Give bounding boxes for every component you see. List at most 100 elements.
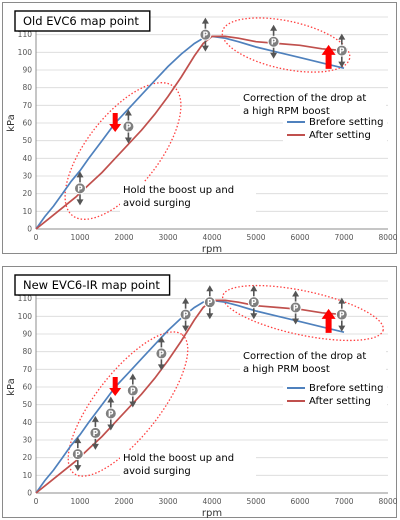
adjust-arrow-shaft [112, 377, 118, 388]
up-arrowhead-icon [201, 17, 209, 24]
arrow-down-icon [109, 388, 122, 396]
adjust-arrow-up-1 [321, 308, 336, 333]
map-point-label: P [251, 298, 257, 307]
x-tick-label: 5000 [246, 233, 265, 242]
x-tick-label: 8000 [378, 233, 397, 242]
map-point-label: P [339, 47, 345, 56]
map-point-marker-1: P [122, 109, 135, 144]
y-tick-label: 80 [22, 83, 32, 92]
map-point-circle [335, 308, 348, 321]
y-tick-label: 100 [18, 312, 33, 321]
y-tick-label: 10 [22, 471, 32, 480]
x-tick-label: 0 [34, 497, 39, 506]
legend-label-1: After setting [309, 396, 371, 407]
arrow-down-icon [109, 124, 122, 132]
up-arrowhead-icon [292, 290, 300, 297]
annotation-bg [120, 182, 256, 212]
map-point-label: P [93, 429, 99, 438]
x-tick-label: 3000 [158, 233, 177, 242]
down-arrowhead-icon [338, 61, 346, 68]
down-arrowhead-icon [338, 325, 346, 332]
y-tick-label: 40 [22, 154, 32, 163]
down-arrowhead-icon [292, 318, 300, 325]
map-point-marker-6: P [203, 285, 216, 320]
map-point-circle [71, 448, 84, 461]
x-tick-label: 6000 [290, 497, 309, 506]
highlight-ellipse [67, 331, 189, 477]
y-tick-label: 20 [22, 189, 32, 198]
down-arrowhead-icon [157, 364, 165, 371]
map-point-circle [199, 28, 212, 41]
x-tick-label: 2000 [114, 233, 133, 242]
y-tick-label: 70 [22, 101, 32, 110]
legend-label-0: Brefore setting [309, 117, 383, 128]
y-tick-label: 50 [22, 136, 32, 145]
map-point-circle [267, 35, 280, 48]
down-arrowhead-icon [91, 443, 99, 450]
adjust-arrow-up-1 [321, 44, 336, 69]
annotation-bottom: Hold the boost up and avoid surging [123, 185, 234, 209]
annotation-bottom: Hold the boost up and avoid surging [123, 453, 234, 477]
y-tick-label: 90 [22, 330, 32, 339]
y-tick-label: 110 [18, 294, 33, 303]
annotation-bottom-line-0: Hold the boost up and [123, 453, 234, 464]
map-point-label: P [293, 304, 299, 313]
map-point-marker-2: P [104, 396, 117, 431]
down-arrowhead-icon [201, 45, 209, 52]
x-tick-label: 7000 [334, 233, 353, 242]
adjust-arrow-shaft [112, 113, 118, 124]
annotation-top-line-1: a high RPM boost [243, 106, 330, 117]
arrow-up-icon [321, 308, 336, 319]
map-point-label: P [203, 31, 209, 40]
map-point-label: P [77, 184, 83, 193]
map-point-circle [179, 308, 192, 321]
y-axis-label: kPa [6, 378, 17, 396]
map-point-marker-7: P [247, 285, 260, 320]
annotation-bottom-line-1: avoid surging [123, 466, 191, 477]
up-arrowhead-icon [250, 285, 258, 292]
map-point-marker-1: P [89, 415, 102, 450]
map-point-marker-3: P [126, 373, 139, 408]
annotation-bg [120, 450, 256, 480]
up-arrowhead-icon [338, 33, 346, 40]
y-tick-label: 70 [22, 365, 32, 374]
map-point-circle [122, 120, 135, 133]
down-arrowhead-icon [76, 199, 84, 206]
map-point-circle [155, 347, 168, 360]
down-arrowhead-icon [129, 401, 137, 408]
map-point-marker-9: P [335, 297, 348, 332]
up-arrowhead-icon [91, 415, 99, 422]
chart-new-evc6-ir: 0102030405060708090100110120010002000300… [6, 274, 398, 519]
map-point-circle [74, 182, 86, 195]
arrow-up-icon [321, 44, 336, 55]
x-tick-label: 1000 [70, 233, 89, 242]
map-point-circle [89, 426, 102, 439]
chart-title-box [14, 274, 171, 296]
annotation-bottom-line-0: Hold the boost up and [123, 185, 234, 196]
down-arrowhead-icon [270, 52, 278, 59]
chart-title: Old EVC6 map point [23, 14, 139, 28]
y-tick-label: 60 [22, 119, 32, 128]
map-point-label: P [130, 387, 136, 396]
map-point-marker-8: P [289, 290, 302, 325]
map-point-circle [126, 384, 139, 397]
up-arrowhead-icon [76, 171, 84, 178]
x-tick-label: 4000 [202, 497, 221, 506]
down-arrowhead-icon [206, 313, 214, 320]
y-tick-label: 30 [22, 172, 32, 181]
map-point-marker-4: P [155, 336, 168, 371]
map-point-circle [203, 296, 216, 309]
map-point-label: P [126, 123, 132, 132]
up-arrowhead-icon [157, 336, 165, 343]
chart-panel-new: 0102030405060708090100110120010002000300… [2, 266, 398, 519]
map-point-circle [289, 301, 302, 314]
up-arrowhead-icon [107, 396, 115, 403]
annotation-top-line-0: Correction of the drop at [243, 93, 366, 104]
map-point-marker-3: P [267, 24, 280, 59]
x-tick-label: 7000 [334, 497, 353, 506]
legend-label-0: Brefore setting [309, 383, 383, 394]
chart-panel-old: 0102030405060708090100110120010002000300… [2, 2, 398, 255]
y-tick-label: 60 [22, 383, 32, 392]
map-point-label: P [207, 298, 213, 307]
x-tick-label: 3000 [158, 497, 177, 506]
